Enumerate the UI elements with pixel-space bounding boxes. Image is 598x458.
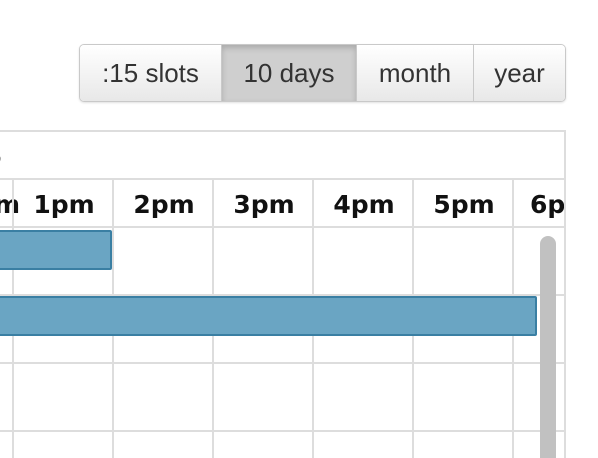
hour-label-12pm: m [0, 180, 20, 228]
event-bar[interactable] [0, 230, 112, 270]
grid-row-line [0, 294, 564, 296]
month-button[interactable]: month [356, 45, 473, 101]
hour-label-1pm: 1pm [33, 189, 95, 219]
grid-row-line [0, 362, 564, 364]
grid-row-line [0, 226, 564, 228]
hour-label-5pm: 5pm [433, 189, 495, 219]
event-bar[interactable] [0, 296, 537, 336]
hour-label-3pm: 3pm [233, 189, 295, 219]
year-button[interactable]: year [473, 45, 565, 101]
vertical-scrollbar-thumb[interactable] [540, 236, 556, 458]
hour-header-row: m 1pm 2pm 3pm 4pm 5pm 6p [0, 180, 564, 228]
hour-label-2pm: 2pm [133, 189, 195, 219]
day-header-label: 5 [0, 140, 2, 172]
header-divider [0, 178, 564, 180]
hour-label-6pm: 6p [530, 189, 566, 219]
slots-15-button[interactable]: :15 slots [80, 45, 221, 101]
hour-label-4pm: 4pm [333, 189, 395, 219]
grid-row-line [0, 430, 564, 432]
timeline-grid: 5 m 1pm 2pm 3pm 4pm 5pm 6p [0, 130, 566, 458]
view-switcher: :15 slots 10 days month year [79, 44, 566, 102]
ten-days-button[interactable]: 10 days [221, 45, 356, 101]
